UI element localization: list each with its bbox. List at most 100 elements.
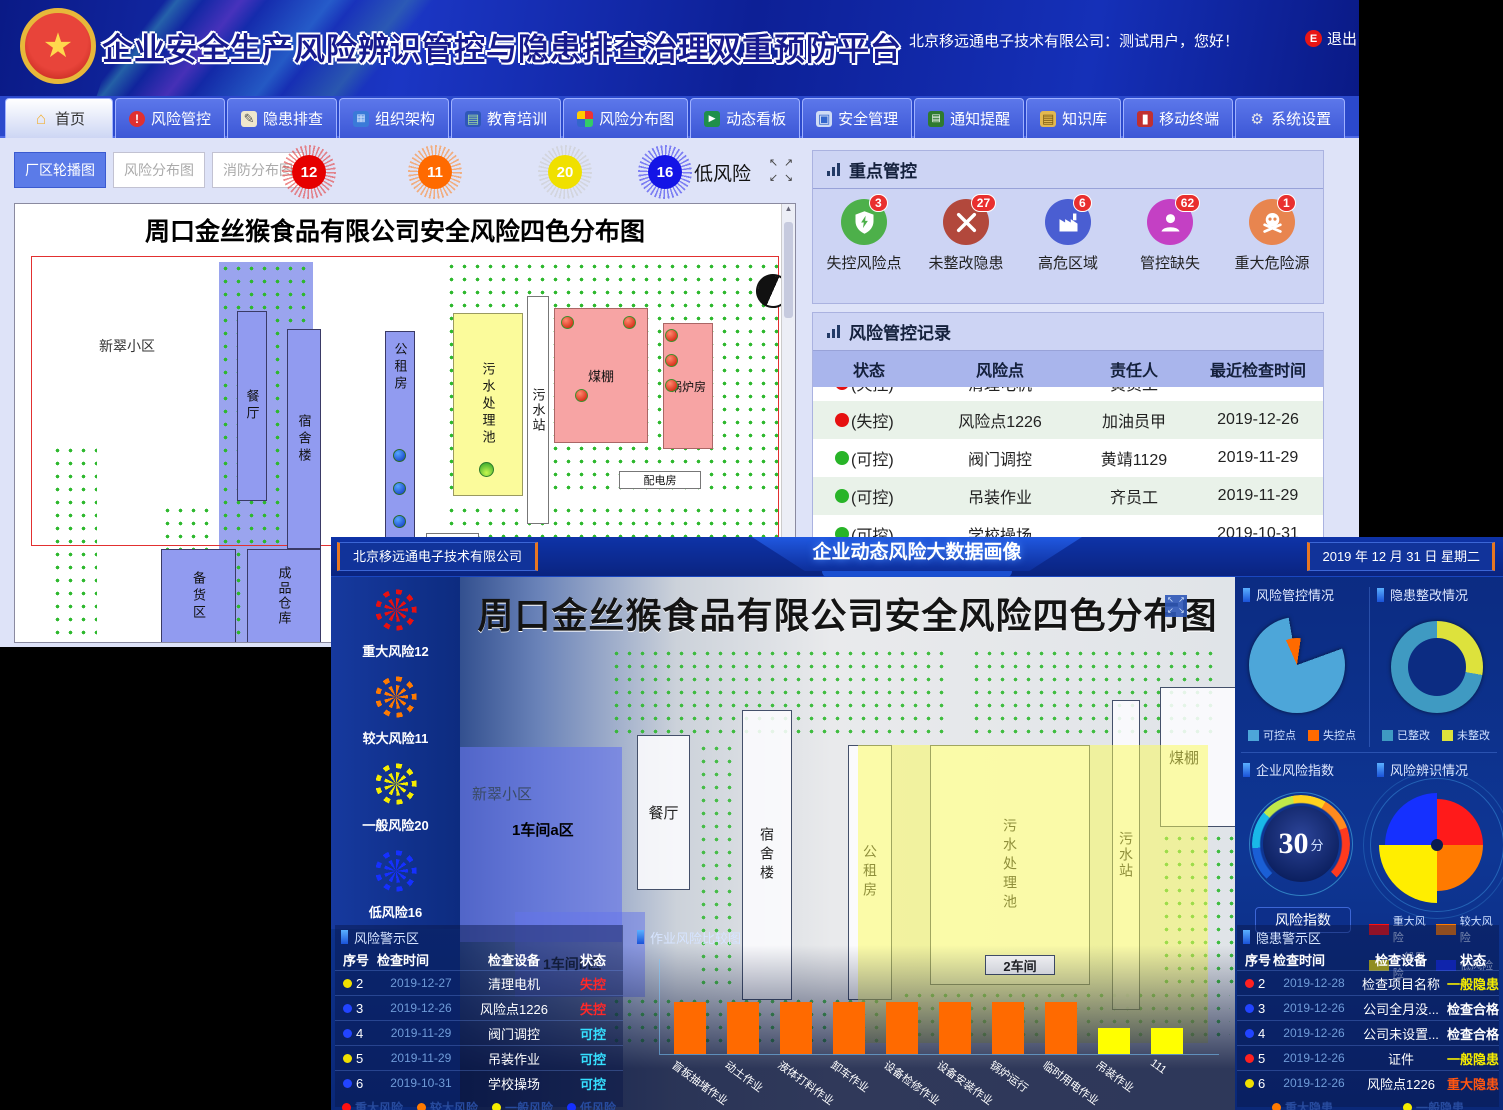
org-chart-icon: ▦: [353, 110, 370, 127]
risk-pin[interactable]: [665, 329, 678, 342]
building-canteen: 餐厅: [237, 311, 267, 501]
较大风险-gear-icon: [364, 666, 427, 728]
workshop-a-zone: 新翠小区 1车间a区: [460, 747, 622, 942]
table-row: 3 2019-12-26 公司全月没... 检查合格: [1237, 995, 1499, 1020]
status-dot: [835, 387, 849, 390]
risk-pin[interactable]: [665, 354, 678, 367]
tab-组织架构[interactable]: ▦ 组织架构: [339, 98, 450, 138]
tab-系统设置[interactable]: ⚙ 系统设置: [1235, 98, 1346, 138]
map-scrollbar[interactable]: ▲: [781, 204, 795, 642]
低风险-gear-icon: [364, 840, 427, 902]
view-button-厂区轮播图[interactable]: 厂区轮播图: [14, 152, 106, 188]
building-coal-shed: 煤棚: [554, 308, 648, 443]
bar-label: 动土作业: [722, 1059, 765, 1095]
workshop-b-zone: 1车间b区: [515, 912, 645, 997]
risk-level-一般风险: 一般风险20: [331, 751, 460, 838]
hazard-fix-donut-chart: [1391, 621, 1483, 713]
building-stock-area: 备货区: [161, 549, 236, 642]
dashboard-right-panels: 风险管控情况 可控点 失控点 隐患整改情况 已整改 未整改 企业风险指数 30 分 风…: [1235, 577, 1503, 980]
panel-accent: [1243, 762, 1250, 777]
bar: 设备检修作业: [881, 1002, 942, 1108]
tab-首页[interactable]: ⌂ 首页: [5, 98, 113, 138]
bar-chart-icon: [827, 163, 840, 176]
risk-pin[interactable]: [561, 316, 574, 329]
building-public-housing: 公租房: [385, 331, 415, 549]
table-row[interactable]: (失控) 风险点1226 加油员甲 2019-12-26: [813, 401, 1323, 439]
tab-移动终端[interactable]: ▮ 移动终端: [1123, 98, 1234, 138]
legend-item: 重大风险: [341, 1099, 403, 1110]
building-dormitory: 宿舍楼: [742, 710, 792, 1000]
column-header: 检查时间: [377, 953, 430, 968]
risk-pin[interactable]: [575, 389, 588, 402]
table-header: 序号 检查时间 检查设备 状态: [335, 949, 623, 970]
table-row[interactable]: (可控) 吊装作业 齐员工 2019-11-29: [813, 477, 1323, 515]
dashboard-header: 北京移远通电子技术有限公司 企业动态风险大数据画像 2019 年 12 月 31…: [331, 537, 1503, 578]
panel-accent: [1377, 587, 1384, 602]
tab-隐患排查[interactable]: ✎ 隐患排查: [227, 98, 338, 138]
key-control-管控缺失[interactable]: 62 管控缺失: [1139, 194, 1201, 272]
legend-item: 重大隐患: [1271, 1099, 1333, 1110]
risk-index-button[interactable]: 风险指数: [1255, 907, 1351, 933]
column-header: 检查时间: [1273, 953, 1326, 968]
risk-count-badge: 20: [538, 145, 592, 199]
legend-item: 可控点: [1248, 727, 1296, 743]
logout-button[interactable]: E 退出: [1304, 28, 1357, 49]
risk-pin[interactable]: [393, 449, 406, 462]
status-dot: [835, 451, 849, 465]
risk-pin[interactable]: [623, 316, 636, 329]
risk-pin[interactable]: [479, 462, 494, 477]
legend-swatch: [1402, 1102, 1412, 1110]
tab-风险分布图[interactable]: 风险分布图: [563, 98, 689, 138]
table-row: 6 2019-12-26 风险点1226 重大隐患: [1237, 1070, 1499, 1095]
scrollbar-thumb[interactable]: [784, 222, 793, 318]
map-toolbar: 厂区轮播图 风险分布图 消防分布图 12 11 20 16 低风险 ↖ ↗ ↙ ↘: [10, 145, 810, 199]
building-dormitory: 宿舍楼: [287, 329, 321, 549]
status-dot: [1245, 1028, 1254, 1038]
panel-title: 隐患整改情况: [1390, 588, 1469, 603]
view-button-风险分布图[interactable]: 风险分布图: [113, 152, 205, 188]
risk-pin[interactable]: [665, 379, 678, 392]
table-row[interactable]: (失控)清理电机黄员工2019-12-27: [813, 387, 1323, 401]
risk-count-badge: 12: [282, 145, 336, 199]
grass-area: [697, 742, 737, 987]
table-title: 隐患警示区: [1237, 925, 1499, 949]
risk-pin[interactable]: [393, 515, 406, 528]
count-badge: 27: [970, 194, 997, 212]
area-label: 1车间a区: [512, 822, 574, 839]
status-dot: [1245, 1053, 1254, 1063]
tab-通知提醒[interactable]: ▤ 通知提醒: [914, 98, 1025, 138]
building-workshop2: 2车间: [985, 955, 1055, 975]
table-row[interactable]: (可控) 阀门调控 黄靖1129 2019-11-29: [813, 439, 1323, 477]
tab-安全管理[interactable]: ▣ 安全管理: [802, 98, 913, 138]
settings-icon: ⚙: [1250, 110, 1264, 128]
key-control-重大危险源[interactable]: 1 重大危险源: [1234, 194, 1310, 272]
key-control-高危区域[interactable]: 6 高危区域: [1037, 194, 1098, 272]
tab-知识库[interactable]: ▤ 知识库: [1026, 98, 1122, 138]
status-dot: [835, 413, 849, 427]
key-control-card: 重点管控 3 失控风险点 27 未整改隐患 6 高危区域 62 管控缺失 1 重大危险源: [812, 150, 1324, 304]
bar-chart-icon: [827, 325, 840, 338]
legend-swatch: [1271, 1102, 1281, 1110]
bar-label: 设备检修作业: [881, 1059, 942, 1108]
tab-风险管控[interactable]: ! 风险管控: [115, 98, 226, 138]
notice-icon: ▤: [928, 110, 945, 127]
key-control-失控风险点[interactable]: 3 失控风险点: [826, 194, 902, 272]
key-control-未整改隐患[interactable]: 27 未整改隐患: [928, 194, 1004, 272]
tab-教育培训[interactable]: ▤ 教育培训: [451, 98, 562, 138]
column-header: 序号: [1245, 953, 1272, 968]
main-nav-tabs: ⌂ 首页! 风险管控 ✎ 隐患排查 ▦ 组织架构 ▤ 教育培训 风险分布图 ▶ 动态看板 ▣ 安全管理 ▤ 通…: [0, 96, 1359, 138]
table-legend: 重大隐患 一般隐患: [1237, 1095, 1499, 1110]
platform-header: ★ 企业安全生产风险辨识管控与隐患排查治理双重预防平台 北京移远通电子技术有限公…: [0, 0, 1359, 96]
legend-swatch: [1382, 729, 1393, 741]
tab-动态看板[interactable]: ▶ 动态看板: [690, 98, 801, 138]
fullscreen-icon[interactable]: ↖ ↗ ↙ ↘: [1165, 595, 1187, 617]
panel-title: 风险管控情况: [1256, 588, 1335, 603]
risk-pin[interactable]: [393, 482, 406, 495]
fullscreen-icon[interactable]: ↖ ↗ ↙ ↘: [768, 157, 794, 184]
status-dot: [343, 1028, 352, 1038]
bar-label: 设备安装作业: [934, 1059, 995, 1108]
company-name-box[interactable]: 北京移远通电子技术有限公司: [337, 542, 539, 571]
gauge-value: 30: [1278, 827, 1309, 860]
dashboard-map-title: 周口金丝猴食品有限公司安全风险四色分布图: [477, 595, 1218, 636]
building-sewage-station: 污水站: [527, 296, 549, 524]
